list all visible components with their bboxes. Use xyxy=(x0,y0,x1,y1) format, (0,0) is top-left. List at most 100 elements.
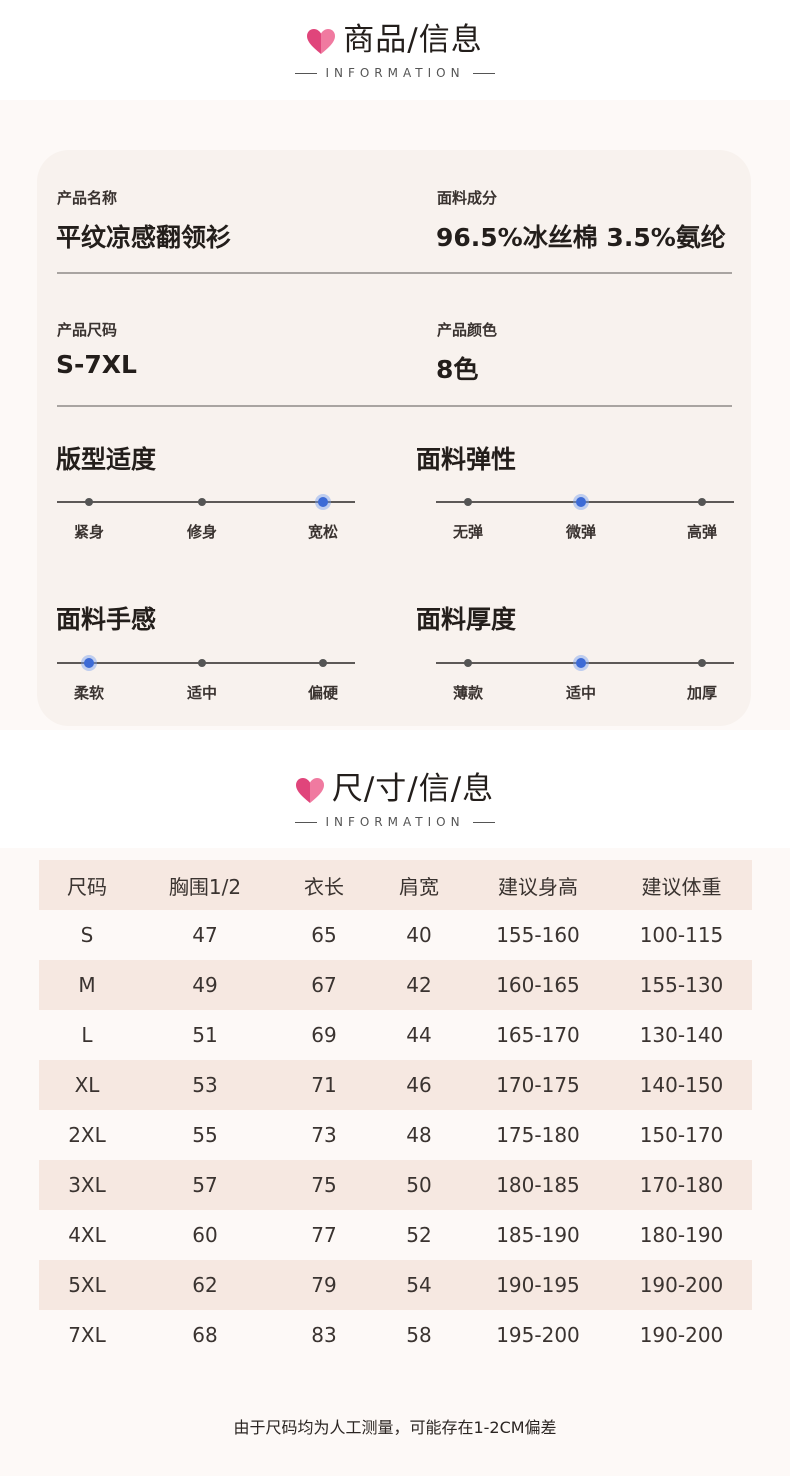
scale-dot xyxy=(464,659,472,667)
divider xyxy=(57,272,732,274)
product-name-value: 平纹凉感翻领衫 xyxy=(56,223,232,252)
table-cell: M xyxy=(78,973,96,997)
table-cell: 48 xyxy=(406,1123,432,1147)
table-cell: 49 xyxy=(192,973,218,997)
fabric-label: 面料成分 xyxy=(437,189,498,207)
handfeel-scale-track xyxy=(57,662,355,664)
table-row: 2XL 55 73 48 175-180 150-170 xyxy=(39,1110,752,1160)
section-title: 商品/信息 xyxy=(343,22,483,58)
fit-option-slim: 修身 xyxy=(186,523,217,541)
scale-dot-selected xyxy=(84,658,94,668)
elasticity-option-none: 无弹 xyxy=(452,523,483,541)
section-subtitle: INFORMATION xyxy=(325,66,465,80)
table-cell: 58 xyxy=(406,1323,432,1347)
scale-dot xyxy=(85,498,93,506)
size-range-label: 产品尺码 xyxy=(57,321,118,339)
divider xyxy=(472,73,495,74)
table-row: XL 53 71 46 170-175 140-150 xyxy=(39,1060,752,1110)
thickness-option-thick: 加厚 xyxy=(686,684,717,702)
heart-icon xyxy=(307,28,336,54)
table-cell: 175-180 xyxy=(496,1123,580,1147)
table-cell: 62 xyxy=(192,1273,218,1297)
table-row: L 51 69 44 165-170 130-140 xyxy=(39,1010,752,1060)
table-cell: 50 xyxy=(406,1173,432,1197)
scale-dot xyxy=(698,659,706,667)
thickness-option-medium: 适中 xyxy=(565,684,596,702)
table-cell: 53 xyxy=(192,1073,218,1097)
table-cell: 68 xyxy=(192,1323,218,1347)
table-cell: 44 xyxy=(406,1023,432,1047)
handfeel-scale-title: 面料手感 xyxy=(56,605,157,634)
handfeel-option-medium: 适中 xyxy=(186,684,217,702)
elasticity-scale-title: 面料弹性 xyxy=(416,445,517,474)
divider xyxy=(295,73,318,74)
heart-icon xyxy=(295,777,324,803)
table-cell: 190-200 xyxy=(639,1323,724,1347)
table-cell: 54 xyxy=(406,1273,432,1297)
table-cell: 52 xyxy=(406,1223,432,1247)
scale-dot-selected xyxy=(576,497,586,507)
divider xyxy=(57,405,732,407)
fit-option-loose: 宽松 xyxy=(307,523,338,541)
table-cell: 60 xyxy=(192,1223,218,1247)
measurement-note: 由于尺码均为人工测量，可能存在1-2CM偏差 xyxy=(233,1418,557,1437)
table-row: 7XL 68 83 58 195-200 190-200 xyxy=(39,1310,752,1360)
column-header: 建议身高 xyxy=(498,874,578,899)
scale-dot-selected xyxy=(576,658,586,668)
column-header: 胸围1/2 xyxy=(168,874,242,899)
table-cell: 71 xyxy=(311,1073,337,1097)
fit-scale-title: 版型适度 xyxy=(56,445,157,474)
thickness-option-thin: 薄款 xyxy=(452,684,483,702)
size-table: 尺码 胸围1/2 衣长 肩宽 建议身高 建议体重 S 47 65 40 155-160 1… xyxy=(39,860,752,1360)
table-cell: XL xyxy=(74,1073,100,1097)
table-cell: 77 xyxy=(311,1223,337,1247)
fit-scale-track xyxy=(57,501,355,503)
size-band xyxy=(0,848,790,1476)
table-cell: 140-150 xyxy=(639,1073,724,1097)
table-cell: 155-130 xyxy=(639,973,724,997)
table-cell: 4XL xyxy=(68,1223,106,1247)
table-cell: 190-200 xyxy=(639,1273,724,1297)
color-count-label: 产品颜色 xyxy=(437,321,498,339)
column-header: 肩宽 xyxy=(399,874,439,899)
table-cell: 170-180 xyxy=(639,1173,724,1197)
fit-option-tight: 紧身 xyxy=(73,523,104,541)
table-cell: 155-160 xyxy=(496,923,580,947)
product-info-header: 商品/信息 INFORMATION xyxy=(0,14,790,94)
column-header: 建议体重 xyxy=(641,874,722,899)
table-cell: 100-115 xyxy=(639,923,724,947)
table-cell: 79 xyxy=(311,1273,337,1297)
table-cell: 2XL xyxy=(68,1123,106,1147)
table-cell: 195-200 xyxy=(496,1323,580,1347)
table-cell: 75 xyxy=(311,1173,337,1197)
table-cell: L xyxy=(81,1023,93,1047)
scale-dot xyxy=(319,659,327,667)
table-cell: 83 xyxy=(311,1323,337,1347)
scale-dot xyxy=(464,498,472,506)
table-cell: 73 xyxy=(311,1123,337,1147)
table-row: M 49 67 42 160-165 155-130 xyxy=(39,960,752,1010)
table-cell: 180-185 xyxy=(496,1173,580,1197)
table-cell: 57 xyxy=(192,1173,218,1197)
fabric-value: 96.5%冰丝棉 3.5%氨纶 xyxy=(436,223,726,252)
table-cell: 7XL xyxy=(68,1323,106,1347)
elasticity-option-high: 高弹 xyxy=(686,523,717,541)
handfeel-option-soft: 柔软 xyxy=(73,684,104,702)
table-row: S 47 65 40 155-160 100-115 xyxy=(39,910,752,960)
table-cell: 40 xyxy=(406,923,432,947)
table-cell: 65 xyxy=(311,923,337,947)
table-cell: 160-165 xyxy=(496,973,580,997)
section-title: 尺/寸/信/息 xyxy=(331,771,495,807)
table-cell: 51 xyxy=(192,1023,218,1047)
size-range-value: S-7XL xyxy=(56,350,137,379)
product-name-label: 产品名称 xyxy=(57,189,118,207)
table-cell: S xyxy=(80,923,94,947)
size-info-header: 尺/寸/信/息 INFORMATION xyxy=(0,763,790,843)
table-cell: 67 xyxy=(311,973,337,997)
color-count-value: 8色 xyxy=(436,355,479,384)
table-row: 3XL 57 75 50 180-185 170-180 xyxy=(39,1160,752,1210)
table-cell: 180-190 xyxy=(639,1223,724,1247)
table-row: 5XL 62 79 54 190-195 190-200 xyxy=(39,1260,752,1310)
table-cell: 170-175 xyxy=(496,1073,580,1097)
scale-dot xyxy=(198,659,206,667)
